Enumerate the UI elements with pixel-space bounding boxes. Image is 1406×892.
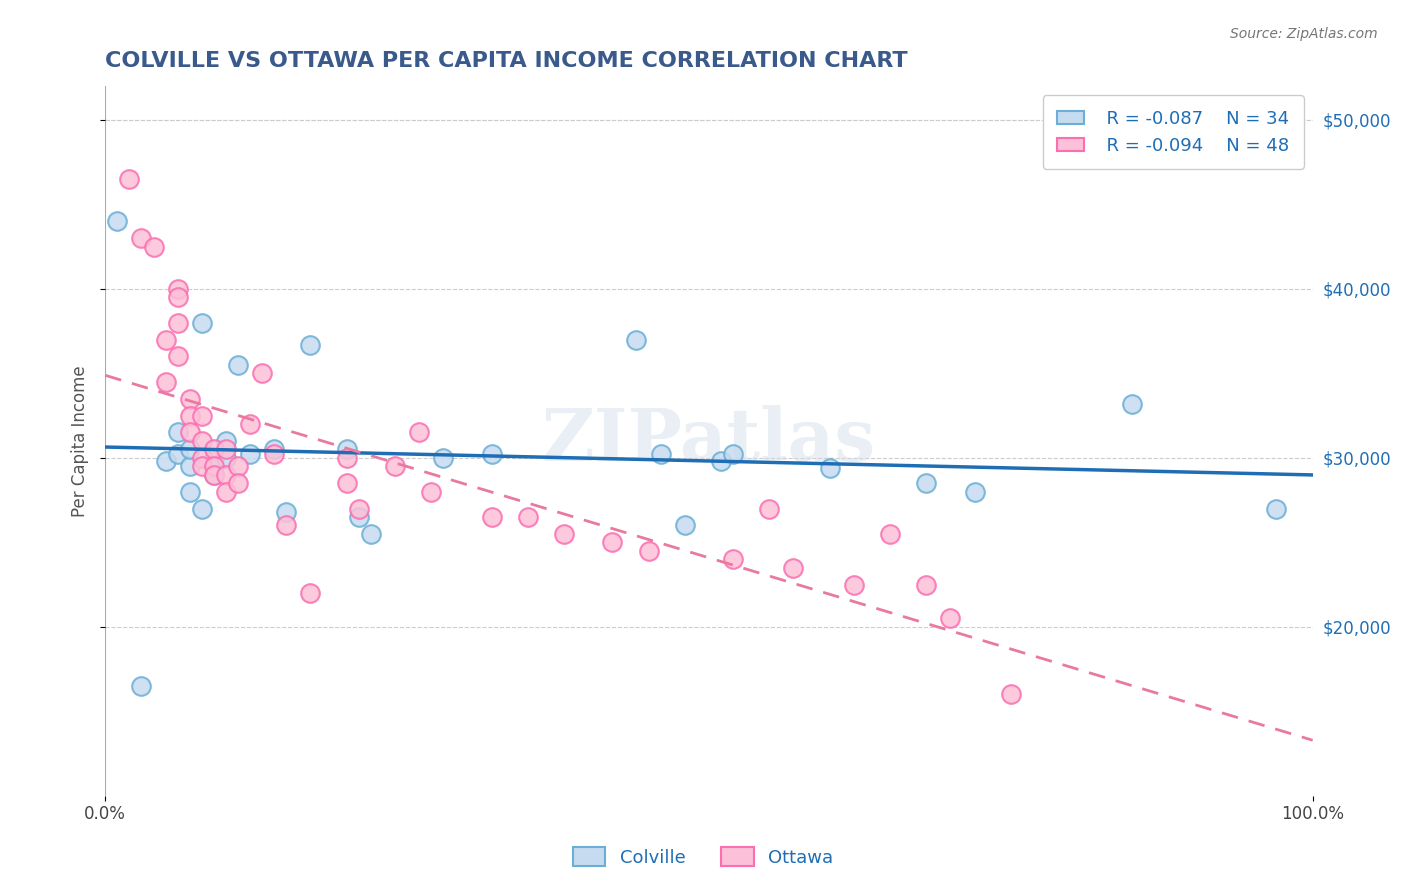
Point — [166, 447, 188, 461]
Point — [1121, 397, 1143, 411]
Point — [384, 459, 406, 474]
Point — [347, 501, 370, 516]
Point — [915, 476, 938, 491]
Point — [131, 231, 153, 245]
Point — [553, 527, 575, 541]
Point — [215, 467, 238, 482]
Text: Source: ZipAtlas.com: Source: ZipAtlas.com — [1230, 27, 1378, 41]
Point — [226, 476, 249, 491]
Point — [191, 409, 214, 423]
Point — [673, 518, 696, 533]
Point — [626, 333, 648, 347]
Point — [166, 425, 188, 440]
Point — [202, 467, 225, 482]
Text: ZIPatlas: ZIPatlas — [541, 406, 876, 476]
Point — [215, 442, 238, 457]
Point — [142, 239, 165, 253]
Point — [516, 510, 538, 524]
Point — [191, 459, 214, 474]
Point — [215, 434, 238, 448]
Point — [226, 358, 249, 372]
Point — [118, 172, 141, 186]
Point — [1265, 501, 1288, 516]
Point — [299, 586, 322, 600]
Point — [602, 535, 624, 549]
Point — [263, 447, 285, 461]
Point — [202, 467, 225, 482]
Point — [166, 350, 188, 364]
Point — [215, 450, 238, 465]
Point — [239, 447, 262, 461]
Point — [226, 459, 249, 474]
Point — [263, 442, 285, 457]
Point — [191, 316, 214, 330]
Point — [202, 450, 225, 465]
Point — [637, 543, 659, 558]
Point — [179, 409, 201, 423]
Point — [939, 611, 962, 625]
Point — [818, 461, 841, 475]
Point — [782, 560, 804, 574]
Y-axis label: Per Capita Income: Per Capita Income — [72, 365, 89, 516]
Legend: Colville, Ottawa: Colville, Ottawa — [565, 840, 841, 874]
Point — [239, 417, 262, 431]
Point — [179, 459, 201, 474]
Point — [276, 505, 298, 519]
Point — [721, 447, 744, 461]
Point — [336, 442, 359, 457]
Point — [276, 518, 298, 533]
Point — [179, 425, 201, 440]
Text: COLVILLE VS OTTAWA PER CAPITA INCOME CORRELATION CHART: COLVILLE VS OTTAWA PER CAPITA INCOME COR… — [105, 51, 908, 70]
Point — [166, 290, 188, 304]
Point — [215, 484, 238, 499]
Point — [650, 447, 672, 461]
Legend:   R = -0.087    N = 34,   R = -0.094    N = 48: R = -0.087 N = 34, R = -0.094 N = 48 — [1043, 95, 1303, 169]
Point — [105, 214, 128, 228]
Point — [336, 476, 359, 491]
Point — [347, 510, 370, 524]
Point — [481, 447, 503, 461]
Point — [842, 577, 865, 591]
Point — [155, 454, 177, 468]
Point — [336, 450, 359, 465]
Point — [131, 679, 153, 693]
Point — [1000, 687, 1022, 701]
Point — [710, 454, 733, 468]
Point — [432, 450, 454, 465]
Point — [155, 333, 177, 347]
Point — [166, 282, 188, 296]
Point — [299, 337, 322, 351]
Point — [179, 484, 201, 499]
Point — [202, 459, 225, 474]
Point — [360, 527, 382, 541]
Point — [191, 501, 214, 516]
Point — [915, 577, 938, 591]
Point — [166, 316, 188, 330]
Point — [155, 375, 177, 389]
Point — [179, 442, 201, 457]
Point — [202, 442, 225, 457]
Point — [179, 392, 201, 406]
Point — [758, 501, 780, 516]
Point — [408, 425, 430, 440]
Point — [963, 484, 986, 499]
Point — [191, 434, 214, 448]
Point — [721, 552, 744, 566]
Point — [191, 450, 214, 465]
Point — [250, 367, 273, 381]
Point — [420, 484, 443, 499]
Point — [879, 527, 901, 541]
Point — [481, 510, 503, 524]
